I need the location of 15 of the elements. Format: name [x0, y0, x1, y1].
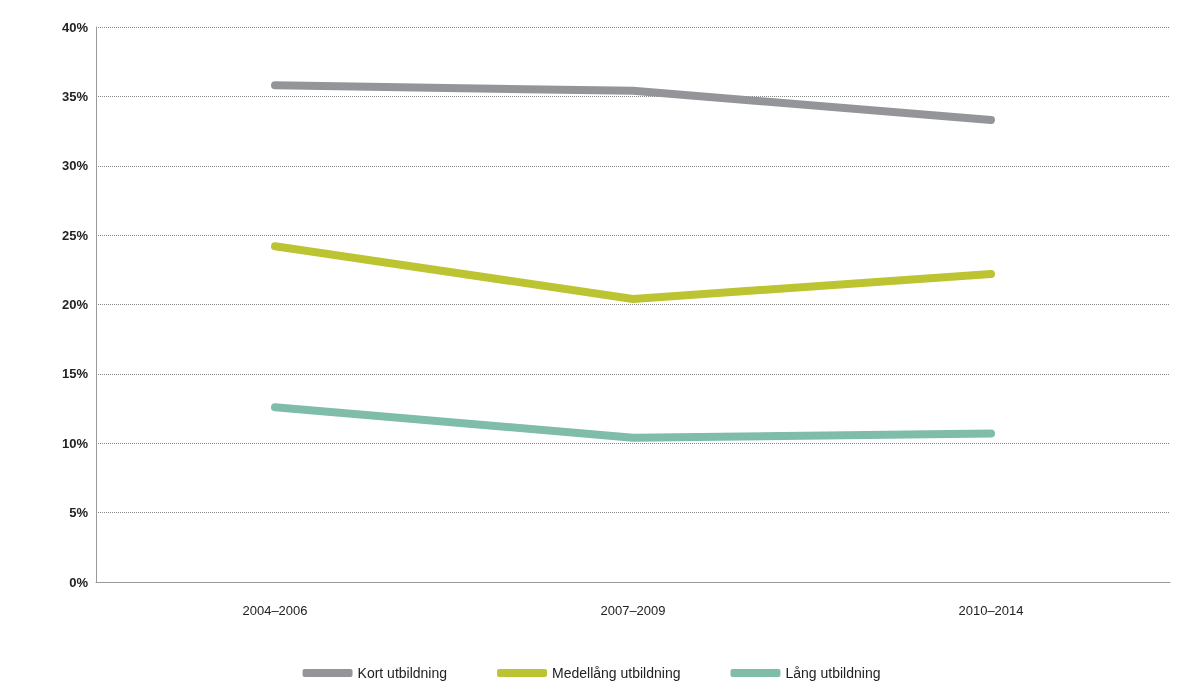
x-tick-label: 2010–2014 — [958, 603, 1024, 618]
y-tick-label: 35% — [61, 88, 89, 104]
y-tick-label: 30% — [61, 158, 89, 174]
y-tick-label: 0% — [69, 574, 89, 590]
legend-label: Medellång utbildning — [552, 665, 681, 681]
y-tick-label: 10% — [61, 435, 89, 451]
y-tick-label: 40% — [61, 19, 89, 35]
legend-label: Lång utbildning — [785, 665, 881, 681]
x-tick-label: 2007–2009 — [600, 603, 666, 618]
y-tick-label: 25% — [61, 227, 89, 243]
y-tick-label: 15% — [61, 366, 89, 382]
y-tick-label: 5% — [69, 505, 89, 521]
x-tick-label: 2004–2006 — [242, 603, 308, 618]
y-tick-label: 20% — [61, 297, 89, 312]
legend-label: Kort utbildning — [357, 665, 448, 681]
